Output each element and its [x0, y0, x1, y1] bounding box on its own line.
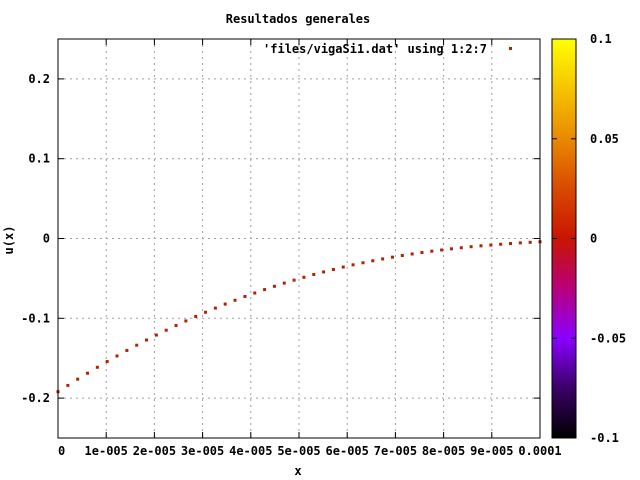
- chart-title: Resultados generales: [226, 12, 371, 26]
- colorbar-tick-label-2: 0: [590, 232, 597, 246]
- colorbar: 0.1 0.05 0 -0.05 -0.1: [551, 32, 626, 445]
- data-point-0-35: [400, 253, 404, 257]
- colorbar-tick-label-1: 0.05: [590, 132, 619, 146]
- x-tick-label-10: 0.0001: [518, 444, 561, 458]
- data-point-0-26: [312, 272, 316, 276]
- data-point-0-5: [105, 360, 109, 364]
- data-point-0-39: [440, 248, 444, 252]
- data-point-0-37: [420, 251, 424, 255]
- data-point-0-15: [204, 310, 208, 314]
- data-point-0-32: [371, 259, 375, 263]
- x-tick-label-4: 4e-005: [229, 444, 272, 458]
- data-point-0-9: [145, 338, 149, 342]
- data-point-0-44: [489, 243, 493, 247]
- data-point-0-21: [263, 288, 267, 292]
- data-point-0-4: [95, 365, 99, 369]
- y-tick-label-0: -0.2: [21, 391, 50, 405]
- data-point-0-22: [272, 284, 276, 288]
- data-point-0-6: [115, 354, 119, 358]
- data-point-0-29: [341, 265, 345, 269]
- data-point-0-13: [184, 319, 188, 323]
- data-point-0-43: [479, 244, 483, 248]
- y-tick-label-3: 0.1: [28, 152, 50, 166]
- y-tick-label-2: 0: [43, 232, 50, 246]
- y-axis-label: u(x): [2, 226, 16, 255]
- x-axis-label: x: [294, 464, 301, 478]
- x-tick-label-1: 1e-005: [85, 444, 128, 458]
- data-point-0-48: [528, 240, 532, 244]
- colorbar-tick-label-3: -0.05: [590, 331, 626, 345]
- data-point-0-7: [125, 348, 129, 352]
- y-ticks: -0.2 -0.1 0 0.1 0.2: [21, 72, 540, 405]
- x-tick-label-2: 2e-005: [133, 444, 176, 458]
- x-tick-label-6: 6e-005: [326, 444, 369, 458]
- data-point-0-31: [361, 261, 365, 265]
- x-ticks: 0 1e-005 2e-005 3e-005 4e-005 5e-005 6e-005 7e-…: [57, 39, 562, 458]
- data-point-0-18: [233, 298, 237, 302]
- legend: 'files/vigaSi1.dat' using 1:2:7: [263, 42, 512, 56]
- x-tick-label-0: 0: [58, 444, 65, 458]
- data-point-0-19: [243, 295, 247, 299]
- x-tick-label-7: 7e-005: [374, 444, 417, 458]
- data-point-0-28: [331, 267, 335, 271]
- data-point-0-38: [430, 249, 434, 253]
- data-point-0-45: [499, 242, 503, 246]
- colorbar-tick-label-4: -0.1: [590, 431, 619, 445]
- data-point-0-3: [85, 371, 89, 375]
- data-point-0-36: [410, 252, 414, 256]
- data-point-0-40: [449, 247, 453, 251]
- legend-label: 'files/vigaSi1.dat' using 1:2:7: [263, 42, 487, 56]
- colorbar-tick-label-0: 0.1: [590, 32, 612, 46]
- data-point-0-16: [213, 306, 217, 310]
- legend-marker: [509, 47, 512, 50]
- data-point-0-47: [518, 241, 522, 245]
- data-point-0-27: [322, 270, 326, 274]
- colorbar-ticks: 0.1 0.05 0 -0.05 -0.1: [552, 32, 626, 445]
- data-point-0-1: [66, 383, 70, 387]
- data-point-0-11: [164, 328, 168, 332]
- data-point-0-14: [194, 314, 198, 318]
- data-point-0-25: [302, 275, 306, 279]
- data-point-0-17: [223, 302, 227, 306]
- data-point-0-8: [135, 343, 139, 347]
- data-point-0-12: [174, 323, 178, 327]
- x-tick-label-5: 5e-005: [277, 444, 320, 458]
- data-point-0-42: [469, 245, 473, 249]
- data-point-0-23: [282, 281, 286, 285]
- data-point-0-30: [351, 263, 355, 267]
- data-point-0-10: [154, 333, 158, 337]
- x-tick-label-8: 8e-005: [422, 444, 465, 458]
- data-point-0-24: [292, 278, 296, 282]
- data-point-0-20: [253, 291, 257, 295]
- data-point-0-46: [509, 242, 513, 246]
- x-tick-label-3: 3e-005: [181, 444, 224, 458]
- data-point-0-34: [390, 255, 394, 259]
- y-tick-label-4: 0.2: [28, 72, 50, 86]
- data-point-0-2: [76, 377, 80, 381]
- y-tick-label-1: -0.1: [21, 311, 50, 325]
- grid: [58, 39, 540, 438]
- plot-frame: [57, 38, 541, 439]
- data-point-0-33: [381, 257, 385, 261]
- data-point-0-41: [459, 246, 463, 250]
- x-tick-label-9: 9e-005: [470, 444, 513, 458]
